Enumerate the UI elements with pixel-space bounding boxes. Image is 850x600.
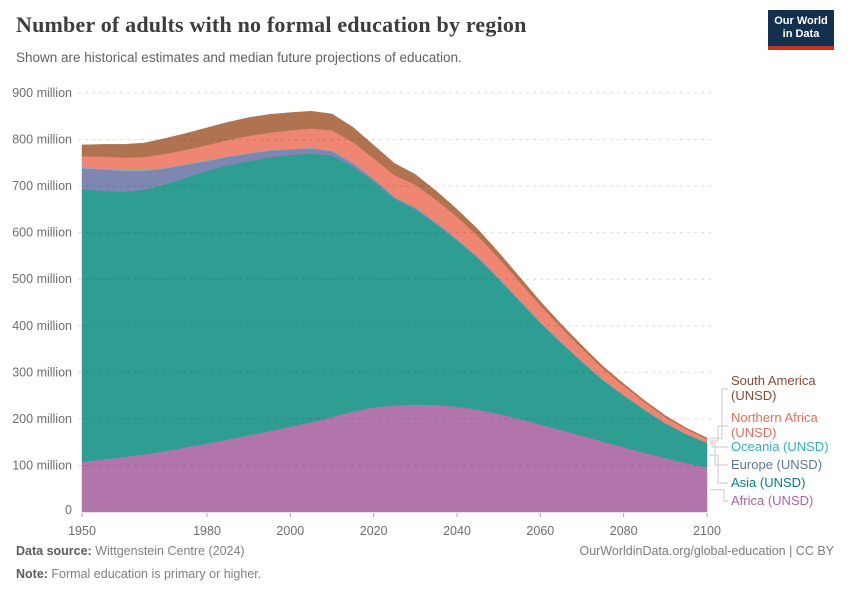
y-tick-label: 100 million	[12, 458, 72, 472]
y-tick-label: 600 million	[12, 226, 72, 240]
owid-logo-line1: Our World	[774, 15, 828, 27]
owid-logo-line2: in Data	[782, 28, 820, 40]
legend-connector-asia	[710, 454, 728, 484]
y-tick-label: 800 million	[12, 133, 72, 147]
legend-entry-oceania[interactable]: Oceania (UNSD)	[731, 439, 829, 454]
x-tick-label: 2080	[610, 524, 638, 538]
footer-link[interactable]: OurWorldinData.org/global-education | CC…	[579, 544, 834, 558]
legend-entry-asia[interactable]: Asia (UNSD)	[731, 475, 806, 490]
x-tick-label: 1950	[68, 524, 96, 538]
x-tick-label: 2040	[443, 524, 471, 538]
area-band-south_america[interactable]	[81, 110, 708, 440]
note-value: Formal education is primary or higher.	[47, 567, 262, 581]
x-tick-label: 2000	[276, 524, 304, 538]
y-tick-label: 200 million	[12, 412, 72, 426]
y-tick-label: 900 million	[12, 86, 72, 100]
page-title: Number of adults with no formal educatio…	[16, 12, 527, 37]
owid-logo[interactable]: Our World in Data	[768, 10, 834, 50]
legend-entry-northern_africa[interactable]: Northern Africa (UNSD)	[731, 410, 818, 440]
x-tick-label: 2100	[693, 524, 721, 538]
legend-entry-africa[interactable]: Africa (UNSD)	[731, 493, 814, 508]
note-label: Note:	[16, 567, 48, 581]
legend-connector-northern_africa	[710, 425, 728, 442]
x-tick-label: 1980	[193, 524, 221, 538]
legend-connector-africa	[710, 489, 728, 502]
data-source-line: Data source: Wittgenstein Centre (2024)	[16, 544, 245, 558]
data-source-label: Data source:	[16, 544, 92, 558]
y-tick-label: 0	[65, 503, 72, 517]
x-tick-label: 2060	[526, 524, 554, 538]
chart-subtitle: Shown are historical estimates and media…	[16, 50, 462, 65]
y-tick-label: 700 million	[12, 179, 72, 193]
x-tick-label: 2020	[360, 524, 388, 538]
legend-entry-south_america[interactable]: South America (UNSD)	[731, 373, 816, 403]
y-tick-label: 300 million	[12, 365, 72, 379]
legend-connector-south_america	[710, 388, 728, 440]
y-tick-label: 400 million	[12, 319, 72, 333]
y-tick-label: 500 million	[12, 272, 72, 286]
data-source-value: Wittgenstein Centre (2024)	[91, 544, 245, 558]
note-line: Note: Formal education is primary or hig…	[16, 567, 261, 581]
legend-connector-europe	[710, 442, 728, 466]
legend-entry-europe[interactable]: Europe (UNSD)	[731, 457, 823, 472]
